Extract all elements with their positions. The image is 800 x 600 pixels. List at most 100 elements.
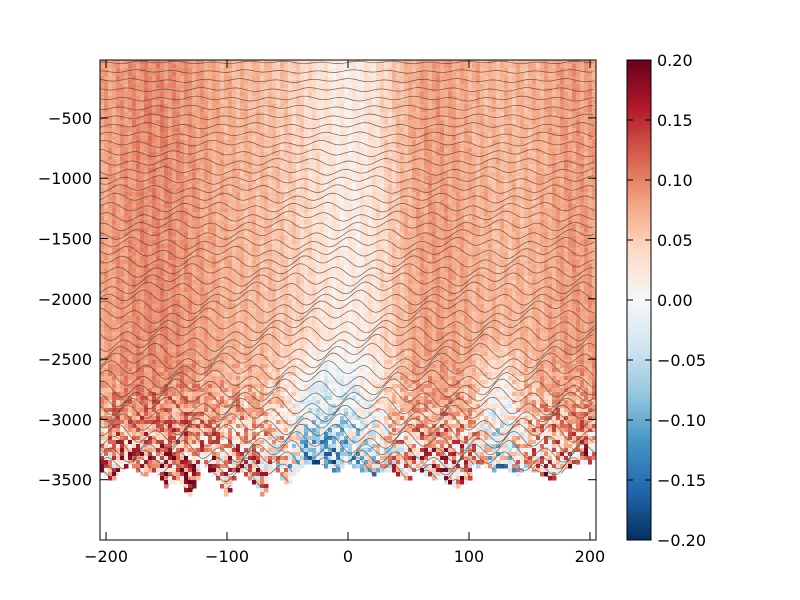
heatmap-cell xyxy=(228,464,233,469)
heatmap-cell xyxy=(240,268,245,273)
heatmap-cell xyxy=(112,360,117,365)
heatmap-cell xyxy=(188,348,193,353)
heatmap-cell xyxy=(188,448,193,453)
heatmap-cell xyxy=(108,340,113,345)
heatmap-cell xyxy=(152,268,157,273)
heatmap-cell xyxy=(100,240,105,245)
heatmap-cell xyxy=(244,288,249,293)
heatmap-cell xyxy=(100,192,105,197)
heatmap-cell xyxy=(104,404,109,409)
heatmap-cell xyxy=(272,284,277,289)
heatmap-cell xyxy=(264,480,269,485)
heatmap-cell xyxy=(280,212,285,217)
heatmap-cell xyxy=(216,112,221,117)
heatmap-cell xyxy=(208,332,213,337)
heatmap-cell xyxy=(256,272,261,277)
heatmap-cell xyxy=(204,88,209,93)
heatmap-cell xyxy=(216,180,221,185)
heatmap-cell xyxy=(272,428,277,433)
heatmap-cell xyxy=(280,292,285,297)
heatmap-cell xyxy=(140,312,145,317)
heatmap-cell xyxy=(212,304,217,309)
heatmap-cell xyxy=(144,148,149,153)
heatmap-cell xyxy=(192,384,197,389)
heatmap-cell xyxy=(196,168,201,173)
heatmap-cell xyxy=(276,224,281,229)
heatmap-cell xyxy=(188,168,193,173)
heatmap-cell xyxy=(132,92,137,97)
heatmap-cell xyxy=(244,268,249,273)
heatmap-cell xyxy=(120,260,125,265)
heatmap-cell xyxy=(208,412,213,417)
heatmap-cell xyxy=(244,428,249,433)
heatmap-cell xyxy=(260,416,265,421)
heatmap-cell xyxy=(140,452,145,457)
heatmap-cell xyxy=(240,72,245,77)
heatmap-cell xyxy=(168,172,173,177)
heatmap-cell xyxy=(272,400,277,405)
heatmap-cell xyxy=(244,64,249,69)
heatmap-cell xyxy=(228,160,233,165)
heatmap-cell xyxy=(260,248,265,253)
heatmap-cell xyxy=(188,292,193,297)
heatmap-cell xyxy=(184,60,189,65)
heatmap-cell xyxy=(264,348,269,353)
heatmap-cell xyxy=(204,128,209,133)
heatmap-cell xyxy=(276,288,281,293)
heatmap-cell xyxy=(200,380,205,385)
heatmap-cell xyxy=(204,72,209,77)
heatmap-cell xyxy=(120,68,125,73)
heatmap-cell xyxy=(108,296,113,301)
heatmap-cell xyxy=(156,444,161,449)
heatmap-cell xyxy=(224,224,229,229)
heatmap-cell xyxy=(204,204,209,209)
heatmap-cell xyxy=(112,324,117,329)
heatmap-cell xyxy=(168,88,173,93)
heatmap-cell xyxy=(156,360,161,365)
heatmap-cell xyxy=(272,280,277,285)
heatmap-cell xyxy=(128,408,133,413)
heatmap-cell xyxy=(232,324,237,329)
heatmap-cell xyxy=(232,144,237,149)
heatmap-cell xyxy=(120,120,125,125)
heatmap-cell xyxy=(224,148,229,153)
heatmap-cell xyxy=(172,108,177,113)
heatmap-cell xyxy=(272,164,277,169)
heatmap-cell xyxy=(276,220,281,225)
heatmap-cell xyxy=(152,288,157,293)
heatmap-cell xyxy=(232,468,237,473)
heatmap-cell xyxy=(288,248,293,253)
heatmap-cell xyxy=(200,348,205,353)
heatmap-cell xyxy=(140,164,145,169)
heatmap-cell xyxy=(128,276,133,281)
heatmap-cell xyxy=(148,260,153,265)
heatmap-cell xyxy=(188,128,193,133)
heatmap-cell xyxy=(272,440,277,445)
heatmap-cell xyxy=(260,360,265,365)
heatmap-cell xyxy=(152,348,157,353)
heatmap-cell xyxy=(240,308,245,313)
heatmap-cell xyxy=(224,368,229,373)
heatmap-cell xyxy=(164,416,169,421)
heatmap-cell xyxy=(100,184,105,189)
heatmap-cell xyxy=(136,420,141,425)
heatmap-cell xyxy=(236,228,241,233)
heatmap-cell xyxy=(188,244,193,249)
heatmap-cell xyxy=(264,336,269,341)
heatmap-cell xyxy=(132,152,137,157)
heatmap-cell xyxy=(128,312,133,317)
heatmap-cell xyxy=(224,108,229,113)
heatmap-cell xyxy=(176,204,181,209)
heatmap-cell xyxy=(228,344,233,349)
heatmap-cell xyxy=(156,428,161,433)
heatmap-cell xyxy=(156,128,161,133)
heatmap-cell xyxy=(252,112,257,117)
heatmap-cell xyxy=(128,324,133,329)
heatmap-cell xyxy=(208,464,213,469)
heatmap-cell xyxy=(256,324,261,329)
heatmap-cell xyxy=(104,244,109,249)
heatmap-cell xyxy=(260,288,265,293)
heatmap-cell xyxy=(104,344,109,349)
heatmap-cell xyxy=(204,224,209,229)
heatmap-cell xyxy=(176,144,181,149)
